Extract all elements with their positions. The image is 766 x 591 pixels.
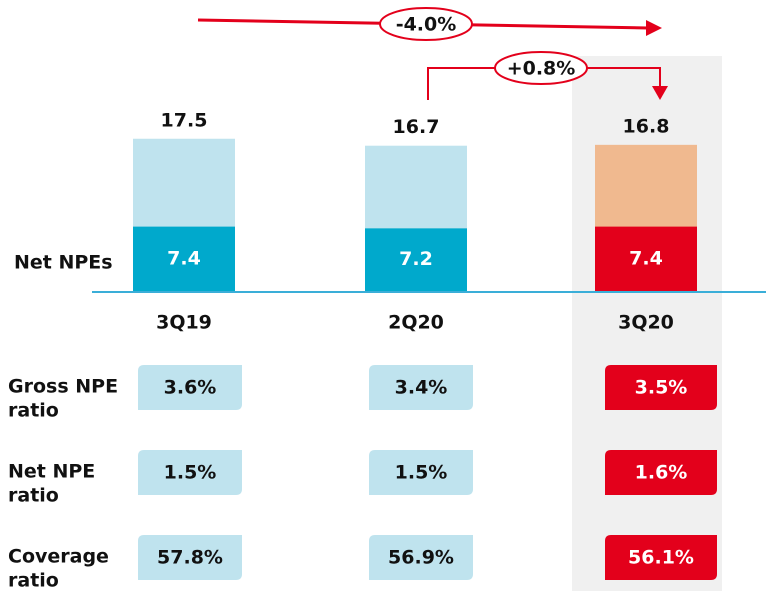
bar	[365, 228, 467, 291]
total-label: 16.8	[623, 115, 670, 137]
x-tick-label: 3Q19	[156, 312, 212, 334]
ratio-value: 3.5%	[635, 377, 688, 399]
row-label: Net NPE	[8, 461, 95, 483]
ratio-value: 57.8%	[157, 547, 223, 569]
ratio-value: 1.5%	[395, 462, 448, 484]
ratio-value: 3.6%	[164, 377, 217, 399]
ratio-box	[605, 365, 717, 410]
x-tick-label: 3Q20	[618, 312, 674, 334]
value-label: 7.4	[629, 247, 663, 269]
ratio-box	[138, 450, 242, 495]
row-label: ratio	[8, 485, 59, 507]
total-label: 17.5	[161, 109, 208, 131]
annotation-bubble	[494, 51, 588, 85]
ratio-box	[369, 535, 473, 580]
row-label: Coverage	[8, 546, 109, 568]
annotation: +0.8%	[507, 58, 576, 80]
annotation: -4.0%	[396, 14, 457, 36]
row-label: Gross NPE	[8, 376, 118, 398]
bar	[133, 226, 235, 291]
annotation-bubble	[379, 7, 473, 41]
ratio-value: 56.9%	[388, 547, 454, 569]
ratio-value: 56.1%	[628, 547, 694, 569]
x-tick-label: 2Q20	[388, 312, 444, 334]
total-label: 16.7	[393, 116, 440, 138]
arrow-head	[652, 86, 668, 100]
row-label: ratio	[8, 400, 59, 422]
value-label: 7.4	[167, 247, 201, 269]
arrow-head	[646, 20, 662, 36]
ratio-box	[605, 535, 717, 580]
ratio-box	[138, 535, 242, 580]
ratio-value: 1.6%	[635, 462, 688, 484]
legend-label: Net NPEs	[14, 252, 113, 274]
ratio-value: 3.4%	[395, 377, 448, 399]
ratio-box	[605, 450, 717, 495]
ratio-box	[369, 450, 473, 495]
value-label: 7.2	[399, 248, 433, 270]
ratio-value: 1.5%	[164, 462, 217, 484]
bar	[595, 226, 697, 291]
row-label: ratio	[8, 570, 59, 591]
ratio-box	[138, 365, 242, 410]
ratio-box	[369, 365, 473, 410]
